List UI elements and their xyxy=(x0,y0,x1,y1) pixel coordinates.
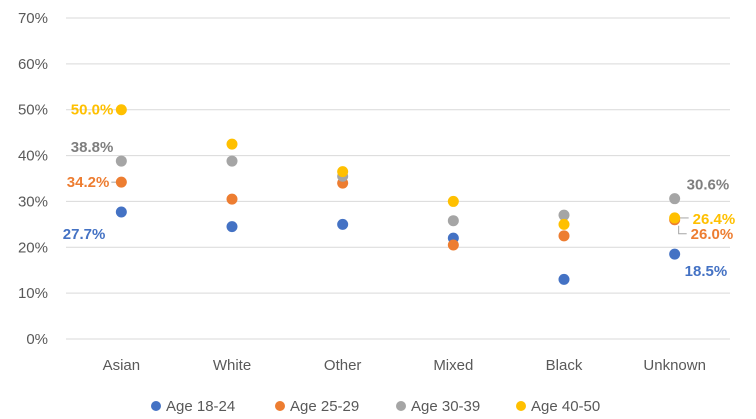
y-tick-label: 40% xyxy=(18,148,48,165)
data-point xyxy=(558,218,570,230)
data-point xyxy=(337,166,349,178)
data-point xyxy=(337,218,349,230)
data-point xyxy=(558,209,570,221)
y-tick-label: 30% xyxy=(18,193,48,210)
x-category-label: Unknown xyxy=(643,357,706,374)
data-point xyxy=(447,195,459,207)
legend-label: Age 40-50 xyxy=(531,398,600,415)
data-label: 26.4% xyxy=(693,211,736,228)
legend-marker xyxy=(275,401,285,411)
legend-label: Age 18-24 xyxy=(166,398,235,415)
x-category-label: Mixed xyxy=(433,357,473,374)
leader-line xyxy=(678,225,687,235)
data-label: 34.2% xyxy=(67,174,110,191)
leader-lines xyxy=(111,181,689,235)
x-category-label: White xyxy=(213,357,251,374)
y-tick-label: 20% xyxy=(18,239,48,256)
data-point xyxy=(115,206,127,218)
data-points xyxy=(115,104,681,285)
data-point xyxy=(447,215,459,227)
data-label: 18.5% xyxy=(685,263,728,280)
y-tick-label: 0% xyxy=(26,331,48,348)
y-tick-label: 60% xyxy=(18,56,48,73)
legend-marker xyxy=(396,401,406,411)
data-point xyxy=(558,230,570,242)
data-point xyxy=(669,248,681,260)
legend-marker xyxy=(516,401,526,411)
data-label: 27.7% xyxy=(63,226,106,243)
data-point xyxy=(226,138,238,150)
data-point xyxy=(115,176,127,188)
legend-label: Age 25-29 xyxy=(290,398,359,415)
data-point xyxy=(669,193,681,205)
legend-marker xyxy=(151,401,161,411)
data-label: 38.8% xyxy=(71,139,114,156)
legend-label: Age 30-39 xyxy=(411,398,480,415)
x-axis-categories: Asian White Other Mixed Black Unknown xyxy=(103,357,706,374)
x-category-label: Black xyxy=(546,357,583,374)
data-point xyxy=(669,212,681,224)
data-label: 50.0% xyxy=(71,102,114,119)
data-point xyxy=(226,155,238,167)
data-labels: 50.0% 38.8% 34.2% 27.7% 30.6% 26.4%26.0% 18.5% xyxy=(63,102,735,280)
x-category-label: Other xyxy=(324,357,362,374)
data-point xyxy=(115,155,127,167)
legend: Age 18-24 Age 25-29 Age 30-39 Age 40-50 xyxy=(151,398,600,415)
y-tick-label: 10% xyxy=(18,285,48,302)
data-point xyxy=(226,221,238,233)
data-point xyxy=(558,273,570,285)
data-point xyxy=(115,104,127,116)
y-tick-label: 50% xyxy=(18,102,48,119)
data-label: 30.6% xyxy=(687,177,730,194)
x-category-label: Asian xyxy=(103,357,141,374)
y-tick-label: 70% xyxy=(18,10,48,27)
data-point xyxy=(447,239,459,251)
y-axis-ticks: 0% 10% 20% 30% 40% 50% 60% 70% xyxy=(18,10,48,348)
data-label: 26.0% xyxy=(691,226,734,243)
gridlines xyxy=(66,17,730,340)
data-point xyxy=(226,193,238,205)
